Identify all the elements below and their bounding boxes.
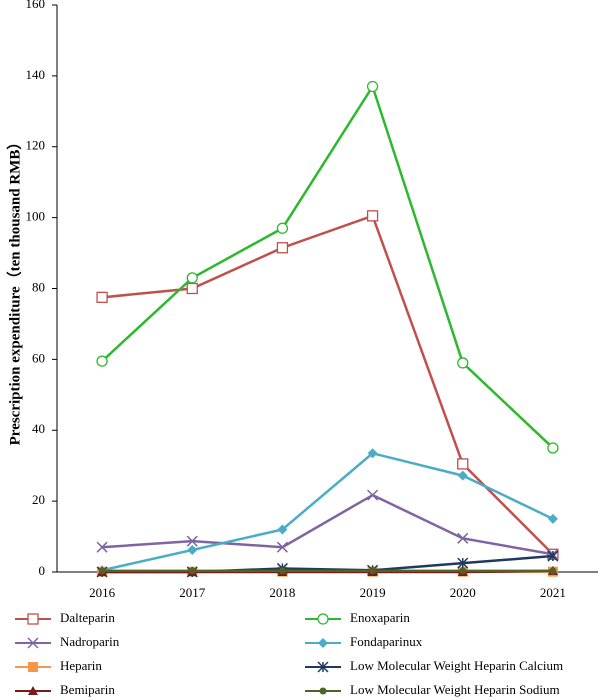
data-point	[369, 567, 377, 575]
x-tick-label: 2019	[360, 585, 386, 600]
legend-label: Fondaparinux	[350, 634, 423, 649]
x-tick-label: 2017	[179, 585, 206, 600]
data-point	[276, 541, 288, 553]
x-tick-label: 2021	[540, 585, 566, 600]
data-point	[186, 272, 198, 284]
data-point	[278, 567, 286, 575]
data-point	[187, 545, 198, 556]
y-tick-label: 100	[26, 209, 46, 224]
legend-label: Enoxaparin	[350, 610, 410, 625]
legend-label: Heparin	[60, 658, 102, 673]
series-line	[101, 451, 554, 572]
legend-label: Low Molecular Weight Heparin Sodium	[350, 682, 560, 697]
data-point	[457, 532, 469, 544]
data-point	[98, 567, 106, 575]
data-point	[366, 80, 379, 93]
data-point	[186, 282, 198, 295]
data-point	[367, 448, 378, 459]
legend-label: Low Molecular Weight Heparin Calcium	[350, 658, 563, 673]
x-tick-label: 2016	[89, 585, 116, 600]
data-point	[457, 470, 468, 481]
data-point	[276, 242, 289, 254]
legend-marker	[27, 637, 39, 649]
legend-label: Bemiparin	[60, 682, 115, 697]
legend-marker	[317, 613, 329, 625]
data-point	[547, 513, 558, 524]
y-tick-label: 140	[26, 67, 46, 82]
data-point	[549, 567, 557, 575]
y-tick-label: 120	[26, 138, 46, 153]
series-line	[101, 83, 554, 449]
data-point	[96, 355, 108, 367]
data-point	[186, 535, 198, 547]
legend-marker	[317, 661, 329, 673]
legend-marker	[28, 686, 38, 695]
data-point	[457, 357, 469, 369]
data-point	[547, 550, 559, 562]
y-tick-label: 20	[32, 492, 45, 507]
x-tick-label: 2020	[450, 585, 476, 600]
data-point	[276, 222, 289, 234]
data-point	[96, 291, 108, 304]
y-tick-label: 60	[32, 350, 45, 365]
legend-marker	[27, 613, 39, 625]
legend-marker	[28, 662, 38, 672]
y-tick-label: 80	[32, 279, 45, 294]
legend-label: Nadroparin	[60, 634, 120, 649]
y-tick-label: 40	[32, 421, 45, 436]
x-tick-label: 2018	[269, 585, 295, 600]
series-line	[102, 554, 554, 574]
legend-marker	[319, 687, 327, 695]
data-point	[366, 210, 379, 222]
data-point	[96, 541, 108, 553]
data-point	[457, 557, 469, 569]
y-axis-label: Prescription expenditure（ten thousand RM…	[5, 135, 23, 446]
data-point	[367, 489, 379, 501]
y-tick-label: 160	[26, 0, 46, 11]
data-point	[457, 458, 469, 470]
data-point	[459, 567, 467, 575]
data-point	[547, 442, 559, 454]
series-line	[101, 214, 554, 556]
series-line	[101, 493, 554, 556]
data-point	[277, 524, 288, 535]
legend-label: Dalteparin	[60, 610, 115, 625]
legend-marker	[318, 638, 328, 648]
data-point	[188, 567, 196, 575]
y-tick-label: 0	[39, 563, 46, 578]
